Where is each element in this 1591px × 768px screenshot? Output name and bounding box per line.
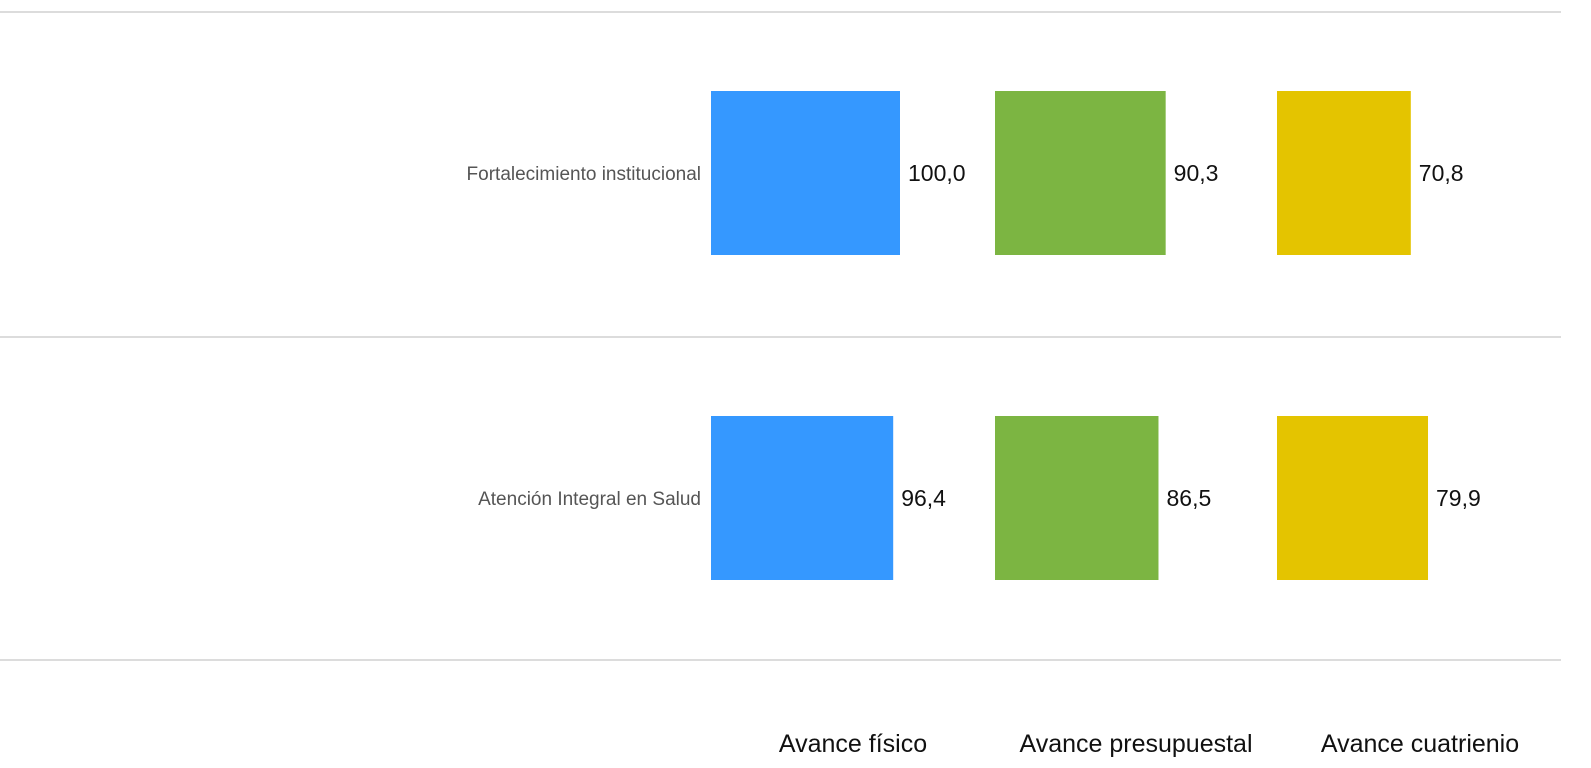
bars <box>711 91 1429 580</box>
series-header: Avance presupuestal <box>1019 730 1252 758</box>
gridlines <box>0 11 1561 661</box>
series-header: Avance físico <box>779 730 927 758</box>
bar <box>995 91 1166 255</box>
category-label: Fortalecimiento institucional <box>467 164 701 185</box>
bar <box>995 416 1159 580</box>
bar <box>1277 91 1411 255</box>
data-label: 96,4 <box>901 485 946 511</box>
data-label: 90,3 <box>1174 160 1219 186</box>
bar <box>711 416 894 580</box>
bar <box>1277 416 1429 580</box>
data-label: 79,9 <box>1436 485 1481 511</box>
data-label: 100,0 <box>908 160 966 186</box>
bar <box>711 91 900 255</box>
labels: Fortalecimiento institucional Atención In… <box>467 160 1520 758</box>
data-label: 70,8 <box>1419 160 1464 186</box>
series-header: Avance cuatrienio <box>1321 730 1519 758</box>
data-label: 86,5 <box>1166 485 1211 511</box>
category-label: Atención Integral en Salud <box>478 489 701 510</box>
